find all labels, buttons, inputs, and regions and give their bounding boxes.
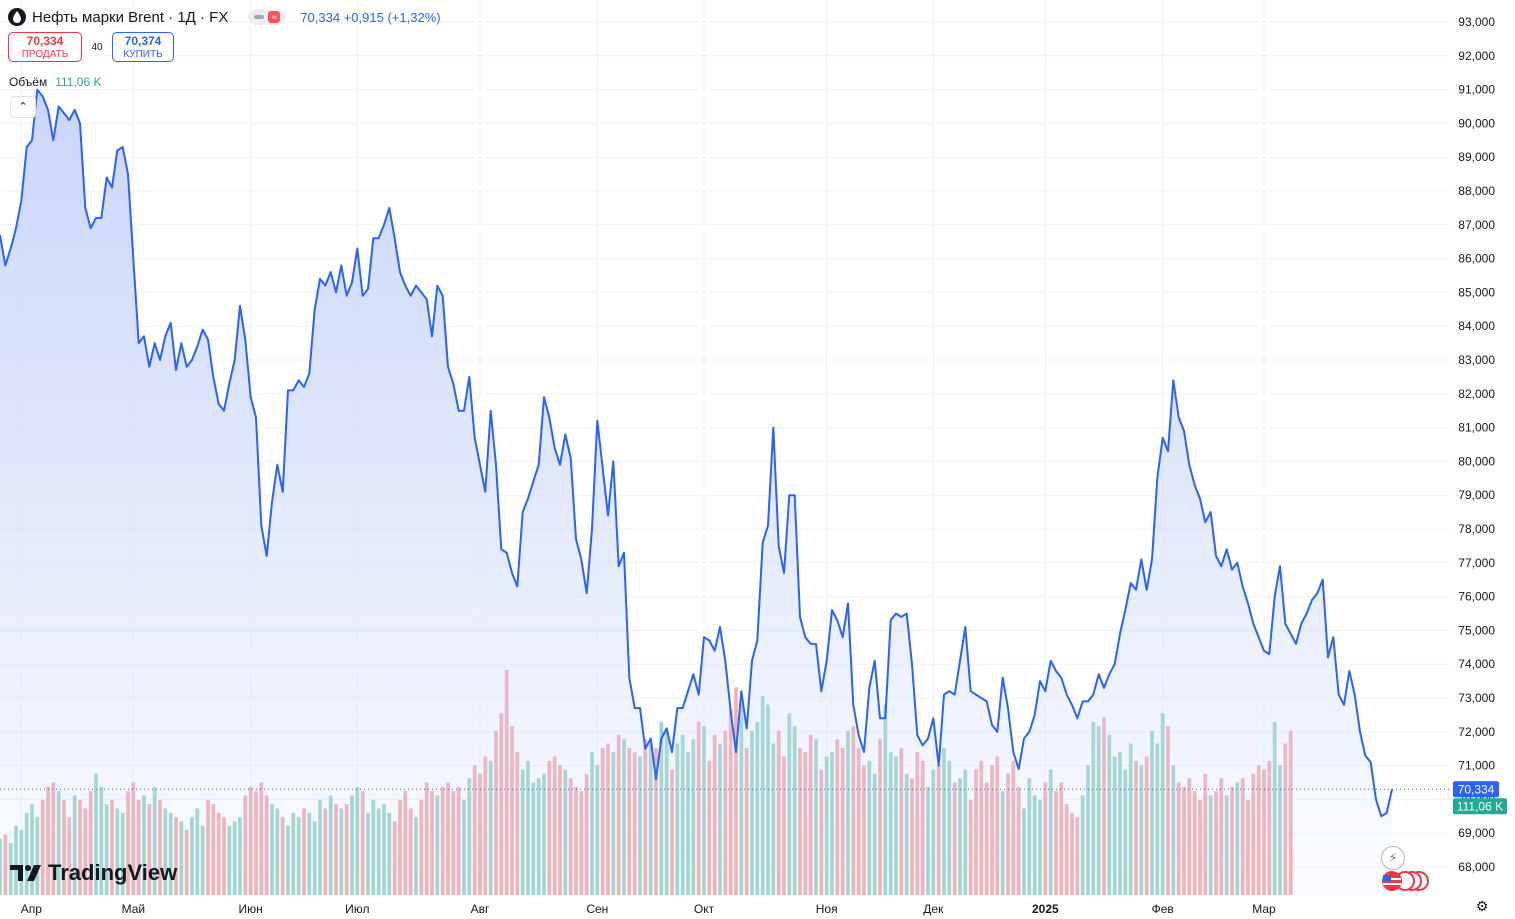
y-tick-label: 93,000 (1458, 15, 1495, 29)
y-tick-label: 72,000 (1458, 725, 1495, 739)
volume-tag-bg (1453, 798, 1507, 815)
y-tick-label: 81,000 (1458, 421, 1495, 435)
x-tick-label: Июл (345, 902, 369, 916)
y-tick-label: 82,000 (1458, 387, 1495, 401)
oil-drop-icon (8, 8, 26, 26)
x-tick-label: 2025 (1032, 902, 1059, 916)
x-tick-label: Май (122, 902, 146, 916)
x-tick-label: Мар (1252, 902, 1276, 916)
x-tick-label: Сен (586, 902, 608, 916)
y-tick-label: 88,000 (1458, 184, 1495, 198)
lightning-button[interactable]: ⚡ (1381, 846, 1405, 870)
collapse-legend-button[interactable]: ⌃ (10, 96, 36, 118)
y-tick-label: 83,000 (1458, 353, 1495, 367)
x-tick-label: Дек (923, 902, 944, 916)
volume-tag-text: 111,06 K (1457, 799, 1503, 813)
sell-button[interactable]: 70,334 ПРОДАТЬ (8, 32, 82, 62)
volume-legend-label: Объём (9, 75, 48, 89)
x-tick-label: Авг (471, 902, 490, 916)
y-tick-label: 71,000 (1458, 759, 1495, 773)
volume-legend[interactable]: Объём 111,06 K (9, 75, 102, 89)
tradingview-logo-icon (10, 865, 41, 881)
price-area-fill (0, 89, 1392, 896)
tradingview-logo[interactable]: TradingView (10, 860, 177, 886)
wave-icon: ≈ (268, 11, 281, 23)
volume-legend-value: 111,06 K (55, 75, 102, 89)
y-tick-label: 85,000 (1458, 285, 1495, 299)
header-last-price: 70,334 (300, 9, 341, 25)
us-flag-icon[interactable] (1380, 870, 1432, 892)
y-tick-label: 79,000 (1458, 488, 1495, 502)
axis-tags: 70,334 111,06 K (1453, 781, 1507, 815)
y-tick-label: 77,000 (1458, 556, 1495, 570)
y-tick-label: 84,000 (1458, 319, 1495, 333)
y-tick-label: 75,000 (1458, 623, 1495, 637)
price-tag-text: 70,334 (1458, 782, 1495, 796)
y-tick-label: 89,000 (1458, 150, 1495, 164)
chevron-up-icon: ⌃ (18, 101, 28, 113)
x-tick-label: Фев (1152, 902, 1174, 916)
y-tick-label: 74,000 (1458, 657, 1495, 671)
price-tag-bg (1453, 781, 1499, 798)
y-tick-label: 73,000 (1458, 691, 1495, 705)
logo-text: TradingView (48, 860, 178, 885)
x-tick-label: Июн (239, 902, 263, 916)
chart-header: Нефть марки Brent · 1Д · FX ≈ 70,334 +0,… (8, 6, 441, 28)
y-tick-label: 91,000 (1458, 83, 1495, 97)
status-dash-icon (254, 15, 265, 19)
y-tick-label: 80,000 (1458, 454, 1495, 468)
price-axis[interactable]: 68,00069,00070,00071,00072,00073,00074,0… (1458, 15, 1495, 874)
y-tick-label: 76,000 (1458, 590, 1495, 604)
sell-price: 70,334 (26, 34, 64, 48)
gear-icon[interactable]: ⚙ (1475, 898, 1489, 914)
header-price-change: 70,334 +0,915 (+1,32%) (300, 10, 440, 25)
time-axis[interactable]: Апр Май Июн Июл Авг Сен Окт Ноя Дек 2025 Фев Мар (21, 902, 1276, 916)
x-tick-label: Апр (21, 902, 43, 916)
market-status-badge[interactable]: ≈ (248, 9, 287, 25)
header-change-pct: (+1,32%) (387, 9, 441, 25)
sell-label: ПРОДАТЬ (21, 49, 69, 60)
y-tick-label: 69,000 (1458, 826, 1495, 840)
y-tick-label: 92,000 (1458, 49, 1495, 63)
buy-button[interactable]: 70,374 КУПИТЬ (112, 32, 174, 62)
buy-price: 70,374 (124, 34, 162, 48)
price-area (0, 88, 1393, 896)
y-tick-label: 90,000 (1458, 116, 1495, 130)
y-tick-label: 68,000 (1458, 860, 1495, 874)
spread-value: 40 (91, 41, 103, 53)
x-tick-label: Окт (694, 902, 715, 916)
header-change: +0,915 (343, 9, 384, 25)
y-tick-label: 78,000 (1458, 522, 1495, 536)
x-tick-label: Ноя (816, 902, 838, 916)
trade-panel: 70,334 ПРОДАТЬ 40 70,374 КУПИТЬ (8, 32, 174, 62)
y-tick-label: 87,000 (1458, 218, 1495, 232)
y-tick-label: 86,000 (1458, 252, 1495, 266)
lightning-icon: ⚡ (1388, 850, 1398, 865)
symbol-title[interactable]: Нефть марки Brent · 1Д · FX (32, 8, 229, 26)
buy-label: КУПИТЬ (123, 49, 163, 60)
price-line (0, 88, 1393, 818)
